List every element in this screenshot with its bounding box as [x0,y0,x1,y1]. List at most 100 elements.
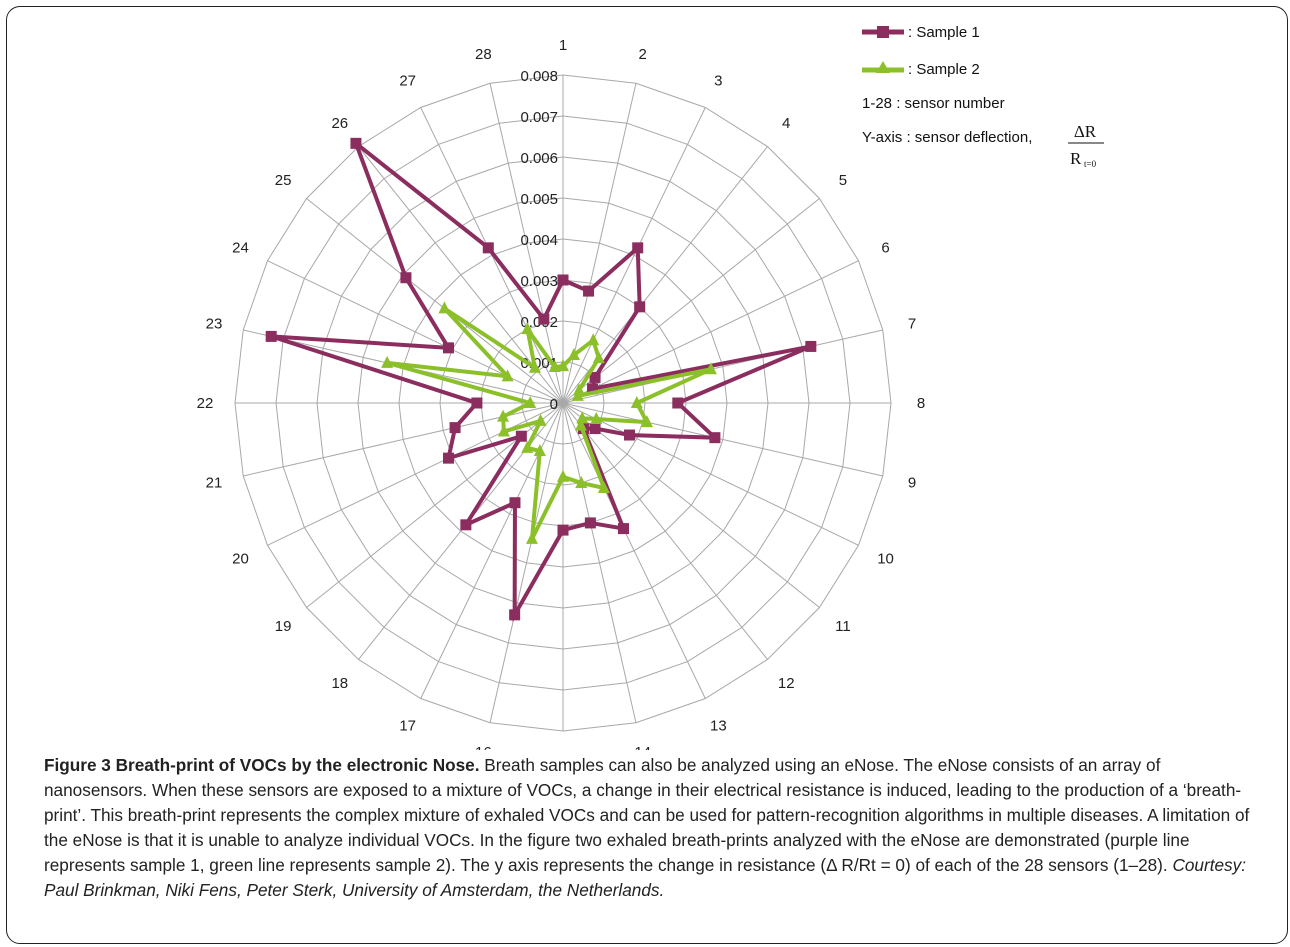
grid-spoke [562,402,883,477]
radial-tick-label: 0.005 [520,191,558,208]
data-point-marker [497,409,510,422]
figure-caption: Figure 3 Breath-print of VOCs by the ele… [44,753,1266,903]
radar-grid [234,74,892,732]
caption-body: Breath samples can also be analyzed usin… [44,755,1250,875]
data-point-marker [557,469,569,482]
sensor-axis-label: 28 [475,46,492,63]
legend-fraction-denominator: R [1070,149,1082,168]
legend-sample-2-label: : Sample 2 [908,61,980,78]
figure-frame [6,6,1288,944]
data-point-marker [265,330,277,342]
grid-spoke [420,402,564,699]
sensor-axis-label: 12 [778,675,795,692]
radial-tick-label: 0.008 [520,68,558,85]
data-point-marker [590,412,603,425]
data-point-marker [632,242,644,254]
data-point-marker [548,360,561,373]
sensor-axis-label: 16 [475,744,492,750]
grid-spoke [562,402,859,546]
series-sample-1 [265,137,817,623]
data-point-marker [592,351,605,364]
data-point-marker [482,242,494,254]
sensor-axis-label: 17 [399,718,416,735]
sensor-axis-label: 13 [710,718,727,735]
data-point-marker [805,340,817,352]
sensor-axis-label: 26 [331,115,348,132]
grid-spoke [562,260,859,404]
caption-title: Figure 3 Breath-print of VOCs by the ele… [44,755,480,775]
data-point-marker [449,422,461,434]
grid-spoke [562,402,768,660]
grid-spoke [562,402,820,608]
data-point-marker [533,444,546,457]
legend-fraction-numerator: ΔR [1074,122,1097,141]
data-point-marker [442,452,454,464]
grid-spoke [562,402,637,723]
caption-courtesy: Courtesy: Paul Brinkman, Niki Fens, Pete… [44,855,1247,900]
data-point-marker [709,432,721,444]
grid-spoke [562,198,820,404]
data-point-marker [589,371,601,383]
sensor-axis-label: 1 [559,37,567,54]
sensor-axis-label: 7 [908,315,916,332]
sensor-axis-label: 11 [835,618,851,635]
data-point-marker [509,497,521,509]
data-point-marker [524,396,537,408]
sensor-axis-label: 23 [206,315,223,332]
data-point-marker [583,285,595,297]
sensor-axis-label: 2 [638,46,646,63]
data-point-marker [597,480,610,493]
radar-chart: 00.0010.0020.0030.0040.0050.0060.0070.00… [197,24,1104,750]
sensor-axis-label: 24 [232,240,249,257]
data-point-marker [471,397,483,409]
sensor-axis-label: 19 [275,618,292,635]
data-point-marker [515,430,527,442]
data-point-marker [350,137,362,149]
data-point-marker [634,301,646,313]
sensor-axis-label: 22 [197,395,214,412]
sensor-axis-label: 4 [782,115,790,132]
radial-tick-labels: 00.0010.0020.0030.0040.0050.0060.0070.00… [520,68,558,413]
sensor-axis-label: 6 [881,240,889,257]
series-layer [265,137,817,623]
data-point-marker [534,413,547,426]
sensor-axis-label: 9 [908,475,916,492]
data-point-marker [557,524,569,536]
sensor-axis-label: 10 [877,550,894,567]
legend-sample-1-label: : Sample 1 [908,24,980,41]
grid-spoke [562,107,706,404]
grid-spoke [267,260,564,404]
legend-sensor-note: 1-28 : sensor number [862,95,1005,112]
sensor-axis-label: 25 [275,172,292,189]
legend-yaxis-note: Y-axis : sensor deflection, [862,129,1032,146]
data-point-marker [557,359,569,372]
radial-tick-label: 0.006 [520,150,558,167]
data-point-marker [587,383,599,395]
data-point-marker [442,342,454,354]
grid-spoke [562,402,706,699]
sensor-axis-label: 27 [399,72,416,89]
grid-spoke [562,329,883,404]
sensor-axis-label: 21 [206,475,223,492]
data-point-marker [538,313,550,325]
data-point-marker [623,429,635,441]
data-point-marker [567,348,580,361]
sensor-axis-label: 14 [634,744,651,750]
data-point-marker [557,274,569,286]
radial-tick-label: 0 [550,396,558,413]
radial-tick-label: 0.004 [520,232,558,249]
data-point-marker [381,355,394,368]
legend: : Sample 1 : Sample 2 1-28 : sensor numb… [862,24,1104,169]
data-point-marker [589,423,601,435]
data-point-marker [521,440,534,453]
data-point-marker [587,333,600,346]
sensor-axis-label: 8 [917,395,925,412]
data-point-marker [575,475,588,488]
data-point-marker [438,301,451,314]
sensor-axis-labels: 1234567891011121314151617181920212223242… [197,37,926,750]
data-point-marker [528,360,541,373]
data-point-marker [497,424,510,437]
legend-sample-1-marker [877,26,889,38]
data-point-marker [509,609,521,621]
data-point-marker [460,519,472,531]
